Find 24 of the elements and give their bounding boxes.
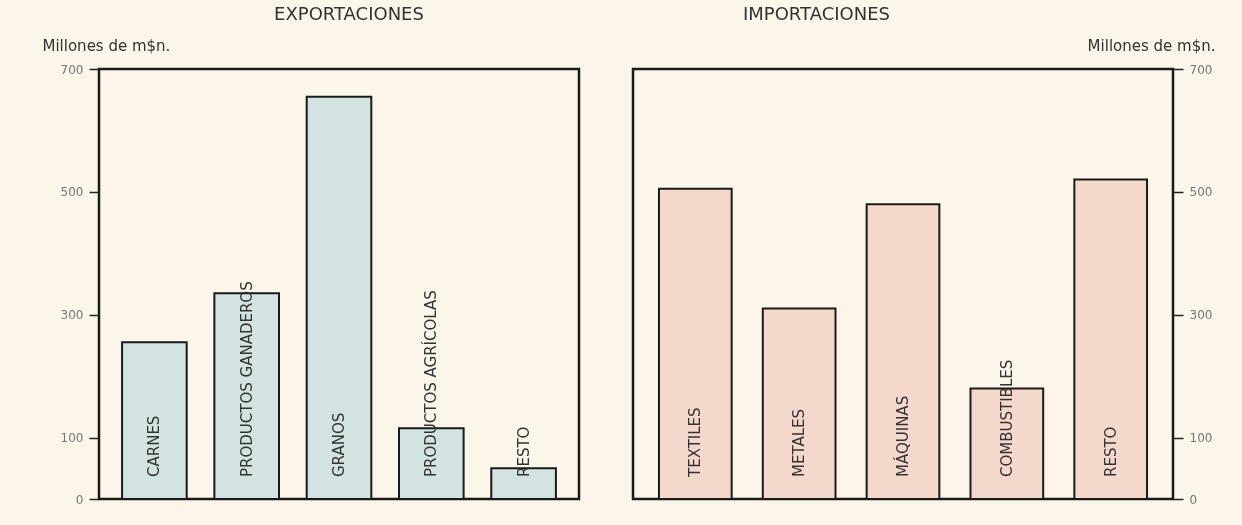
y-tick-label: 100 (60, 431, 84, 446)
y2-tick-label: 0 (1189, 492, 1198, 507)
x-tick-label: RESTO (1101, 426, 1120, 477)
x-tick-label: MÁQUINAS (893, 395, 912, 477)
y-tick-label: 300 (60, 308, 84, 323)
y-axis-title: Millones de m$n. (42, 36, 171, 55)
y-tick-label: 0 (75, 492, 84, 507)
x-tick-label: GRANOS (330, 412, 348, 477)
x-tick-label: RESTO (514, 426, 533, 477)
x-tick-label: COMBUSTIBLES (997, 359, 1016, 477)
y2-axis-title: Millones de m$n. (1087, 36, 1216, 55)
y2-tick-label: 100 (1189, 431, 1213, 446)
x-tick-label: CARNES (145, 415, 164, 477)
x-tick-label: METALES (790, 408, 809, 477)
y-tick-label: 500 (60, 185, 84, 200)
x-tick-label: PRODUCTOS GANADEROS (237, 281, 256, 477)
y-tick-label: 700 (60, 62, 84, 77)
y2-tick-label: 300 (1189, 308, 1213, 323)
y2-tick-label: 700 (1189, 62, 1213, 77)
x-tick-label: PRODUCTOS AGRÍCOLAS (421, 290, 441, 477)
y2-tick-label: 500 (1189, 185, 1213, 200)
x-tick-label: TEXTILES (686, 407, 705, 478)
chart-title: EXPORTACIONES (274, 3, 424, 24)
chart-title: IMPORTACIONES (743, 3, 890, 24)
